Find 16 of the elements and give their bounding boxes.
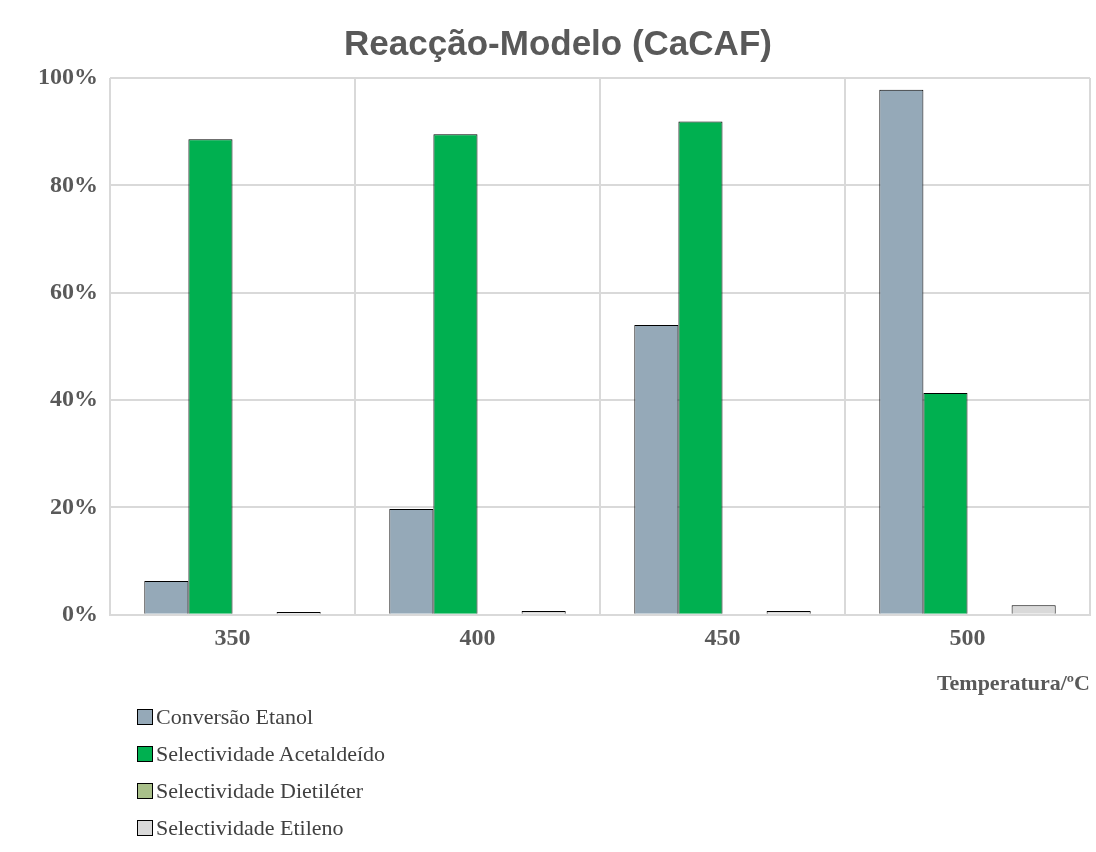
y-tick-label: 60% <box>50 277 98 304</box>
legend-label: Selectividade Etileno <box>156 814 344 841</box>
legend-label: Selectividade Dietiléter <box>156 777 364 804</box>
legend-label: Selectividade Acetaldeído <box>156 740 386 767</box>
y-tick-label: 80% <box>50 170 98 197</box>
y-tick-label: 0% <box>62 600 98 626</box>
x-tick-label: 450 <box>704 624 741 651</box>
y-tick-label: 20% <box>50 492 98 519</box>
legend-label: Conversão Etanol <box>156 703 314 730</box>
x-tick-label: 400 <box>459 624 496 651</box>
x-tick-label: 500 <box>949 624 986 651</box>
y-tick-label: 40% <box>50 385 98 412</box>
y-tick-label: 100% <box>38 63 98 90</box>
x-axis-title: Temperatura/ºC <box>936 670 1090 696</box>
x-tick-label: 350 <box>214 624 251 651</box>
chart-title: Reacção-Modelo (CaCAF) <box>344 22 772 62</box>
